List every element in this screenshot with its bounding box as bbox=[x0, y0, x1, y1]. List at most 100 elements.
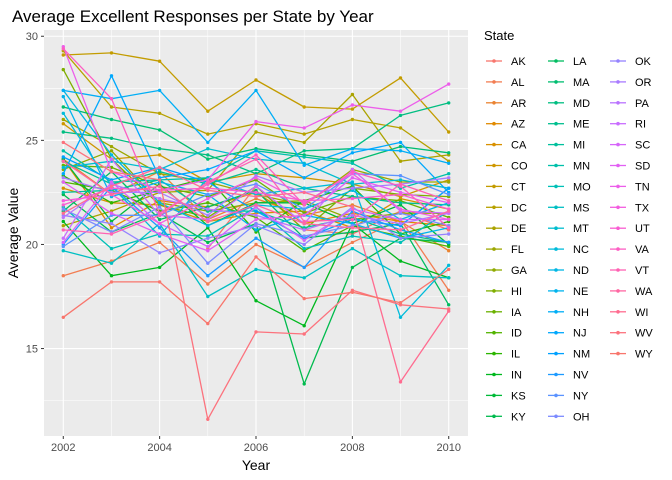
legend-key-point bbox=[554, 393, 558, 398]
legend-item-mt: MT bbox=[548, 223, 589, 235]
data-point bbox=[206, 240, 210, 245]
data-point bbox=[109, 280, 114, 284]
data-point bbox=[109, 74, 114, 78]
data-point bbox=[206, 201, 210, 205]
legend-key-point bbox=[554, 59, 558, 63]
data-point bbox=[254, 236, 258, 240]
data-point bbox=[447, 263, 451, 267]
data-point bbox=[61, 111, 65, 116]
legend-label: ND bbox=[573, 265, 589, 277]
data-point bbox=[350, 205, 355, 209]
legend-key-point bbox=[492, 310, 496, 314]
data-point bbox=[206, 282, 210, 286]
data-point bbox=[302, 221, 306, 226]
data-point bbox=[61, 53, 65, 57]
data-point bbox=[61, 122, 65, 126]
legend-item-co: CO bbox=[486, 161, 528, 173]
legend-item-mi: MI bbox=[548, 140, 585, 152]
data-point bbox=[254, 119, 258, 124]
legend-key-point bbox=[554, 121, 558, 126]
data-point bbox=[350, 161, 355, 165]
data-point bbox=[109, 246, 114, 251]
data-point bbox=[109, 97, 114, 101]
data-point bbox=[109, 211, 114, 215]
data-point bbox=[157, 226, 162, 230]
legend-item-ny: NY bbox=[548, 390, 589, 402]
data-point bbox=[254, 194, 258, 199]
legend-item-ky: KY bbox=[486, 411, 526, 423]
data-point bbox=[61, 190, 65, 195]
legend-key-point bbox=[554, 247, 558, 251]
chart-title: Average Excellent Responses per State by… bbox=[12, 7, 374, 26]
legend-key-point bbox=[616, 268, 620, 272]
legend-label: NM bbox=[573, 349, 590, 361]
legend-key-point bbox=[492, 163, 496, 168]
data-point bbox=[447, 161, 451, 165]
data-point bbox=[109, 169, 114, 174]
series-nj bbox=[61, 74, 451, 195]
data-point bbox=[398, 109, 403, 113]
legend-item-vt: VT bbox=[610, 265, 649, 277]
data-point bbox=[61, 203, 65, 207]
data-point bbox=[254, 184, 258, 188]
data-point bbox=[350, 169, 355, 174]
data-point bbox=[447, 240, 451, 245]
data-point bbox=[447, 267, 451, 272]
legend-key-point bbox=[492, 351, 496, 356]
data-point bbox=[302, 276, 306, 280]
data-point bbox=[254, 149, 258, 153]
legend-label: NC bbox=[573, 244, 589, 256]
data-point bbox=[157, 147, 162, 151]
legend-item-dc: DC bbox=[486, 202, 527, 214]
series-md bbox=[61, 101, 451, 176]
data-point bbox=[61, 149, 65, 153]
data-point bbox=[206, 249, 210, 253]
x-axis: 2002 2004 2006 2008 2010 bbox=[51, 436, 461, 454]
data-point bbox=[350, 180, 355, 184]
data-point bbox=[157, 196, 162, 201]
data-point bbox=[61, 240, 65, 245]
legend-key-point bbox=[616, 351, 620, 356]
data-point bbox=[398, 228, 403, 232]
data-point bbox=[350, 151, 355, 155]
legend-key-point bbox=[616, 121, 620, 126]
data-point bbox=[254, 330, 258, 334]
data-point bbox=[109, 105, 114, 109]
data-point bbox=[206, 196, 210, 201]
data-point bbox=[350, 117, 355, 122]
data-point bbox=[61, 236, 65, 240]
data-point bbox=[350, 103, 355, 107]
legend-label: IL bbox=[511, 349, 520, 361]
data-point bbox=[398, 217, 403, 222]
legend-item-in: IN bbox=[486, 370, 522, 382]
data-point bbox=[398, 236, 403, 240]
legend-label: UT bbox=[635, 223, 650, 235]
legend-label: DC bbox=[511, 202, 527, 214]
x-axis-title: Year bbox=[242, 457, 271, 473]
legend-item-oh: OH bbox=[548, 411, 590, 423]
legend-item-ca: CA bbox=[486, 140, 527, 152]
legend-label: AR bbox=[511, 98, 526, 110]
legend-key-point bbox=[616, 80, 620, 84]
data-point bbox=[206, 294, 210, 299]
data-point bbox=[302, 296, 306, 301]
x-tick-label: 2008 bbox=[340, 442, 364, 454]
data-point bbox=[302, 213, 306, 217]
y-tick-label: 20 bbox=[26, 239, 38, 251]
data-point bbox=[254, 176, 258, 180]
series-ny bbox=[61, 172, 451, 249]
data-point bbox=[157, 201, 162, 205]
legend-label: NJ bbox=[573, 328, 586, 340]
data-point bbox=[109, 149, 114, 153]
data-point bbox=[302, 176, 306, 180]
data-point bbox=[302, 203, 306, 207]
data-point bbox=[61, 315, 65, 319]
legend-label: NY bbox=[573, 390, 589, 402]
legend-key-point bbox=[554, 142, 558, 147]
data-point bbox=[61, 215, 65, 220]
legend-item-sc: SC bbox=[610, 140, 650, 152]
data-point bbox=[254, 78, 258, 82]
legend-key-point bbox=[616, 289, 620, 293]
legend-key-point bbox=[616, 226, 620, 230]
data-point bbox=[254, 242, 258, 247]
